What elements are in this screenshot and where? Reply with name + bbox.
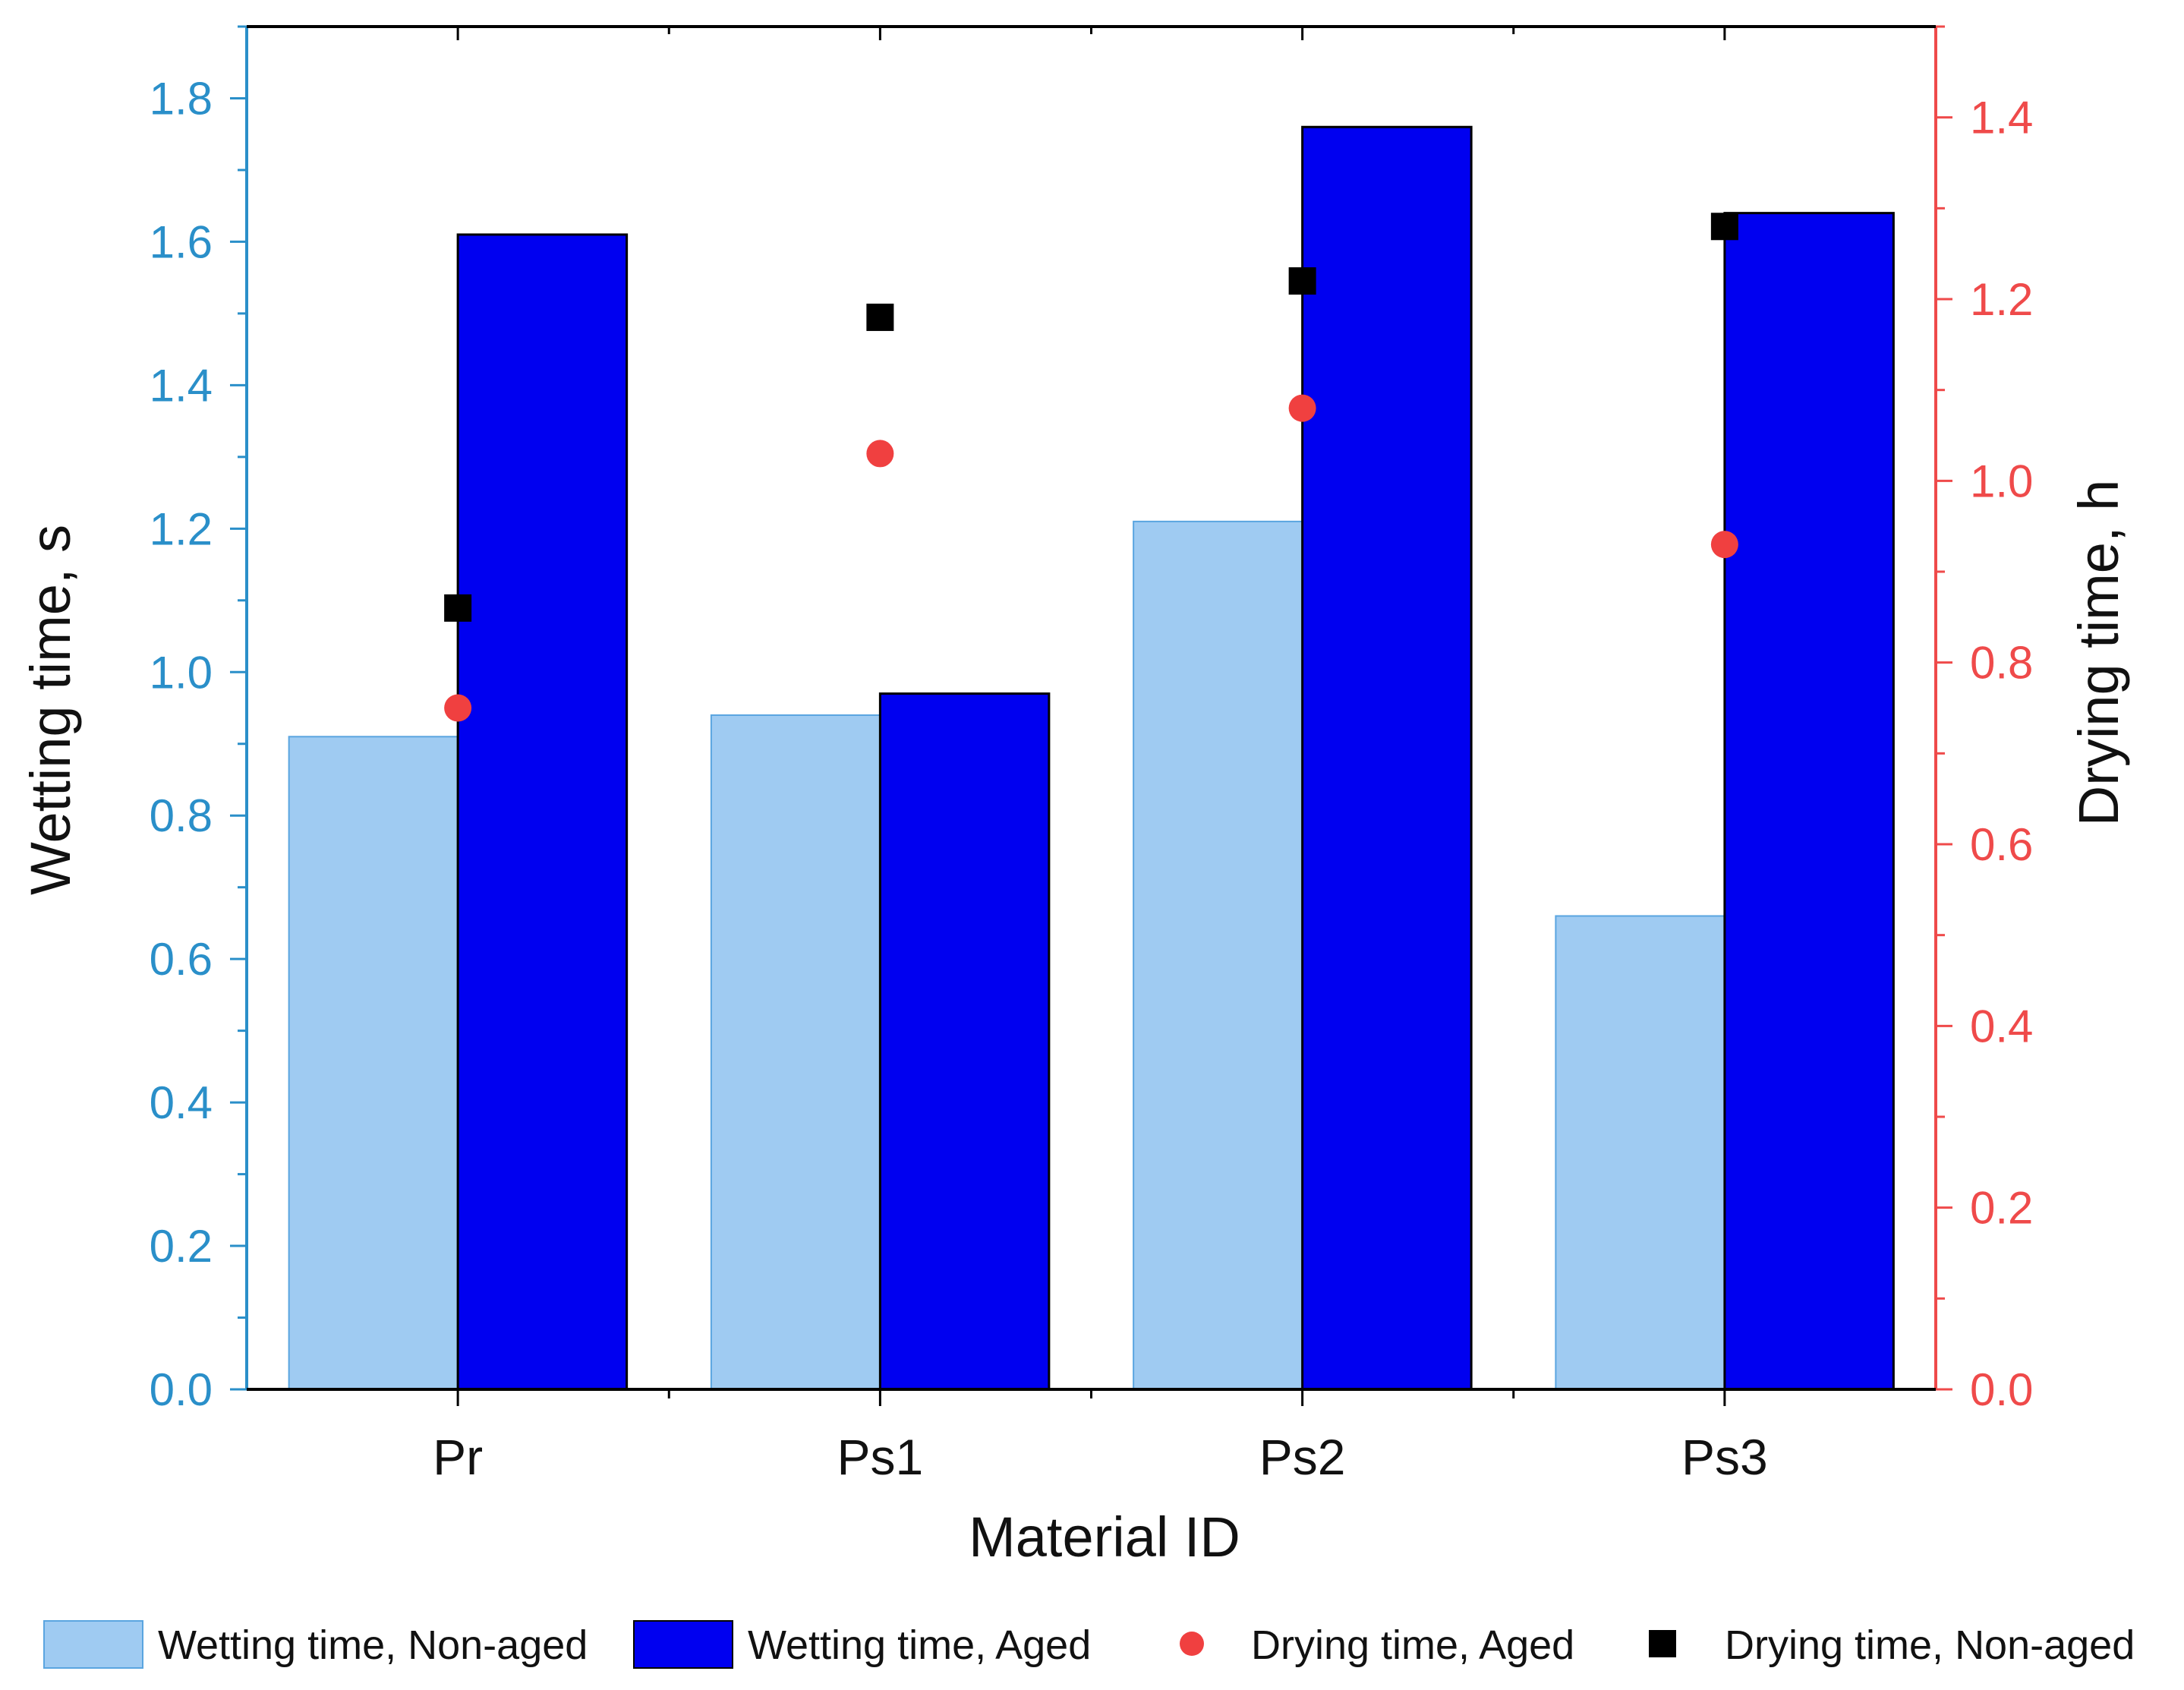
point-drying-time-aged-pr (444, 694, 472, 722)
legend-swatch-aged (633, 1620, 733, 1669)
legend-label-non-aged: Wetting time, Non-aged (158, 1622, 588, 1668)
y-right-tick-label: 0.2 (1970, 1183, 2033, 1234)
point-drying-time-aged-ps3 (1710, 531, 1738, 559)
bar-wetting-time-aged-ps3 (1723, 212, 1895, 1391)
y-right-tick-label: 1.4 (1970, 93, 2033, 143)
y-right-tick-label: 0.6 (1970, 819, 2033, 870)
point-drying-time-non-aged-ps1 (866, 303, 894, 331)
labels-layer: 0.0 0.2 0.4 0.6 0.8 1.0 1.2 1.4 1.6 1.8 0.0 0.2 0.4 0… (150, 73, 2034, 1485)
y-right-tick-label: 0.4 (1970, 1001, 2033, 1052)
point-drying-time-aged-ps1 (866, 440, 894, 468)
legend-label-drying-non-aged: Drying time, Non-aged (1725, 1622, 2135, 1668)
x-tick-label-ps2: Ps2 (1259, 1429, 1346, 1485)
y-left-tick-label: 1.0 (150, 647, 213, 698)
x-axis-title: Material ID (969, 1506, 1240, 1569)
legend-label-drying-aged: Drying time, Aged (1251, 1622, 1574, 1668)
y-left-tick-label: 1.8 (150, 73, 213, 124)
y-left-tick-label: 0.4 (150, 1077, 213, 1128)
bar-wetting-time-aged-ps1 (878, 692, 1051, 1391)
x-tick-label-ps3: Ps3 (1681, 1429, 1768, 1485)
legend-label-aged: Wetting time, Aged (748, 1622, 1091, 1668)
legend-marker-drying-non-aged (1649, 1630, 1676, 1657)
axes-layer (230, 25, 1952, 1406)
y-left-tick-label: 1.4 (150, 360, 213, 411)
bar-wetting-time-non-aged-ps3 (1555, 915, 1725, 1390)
legend-marker-drying-aged (1180, 1632, 1204, 1656)
y-right-tick-label: 0.8 (1970, 638, 2033, 689)
bar-wetting-time-non-aged-ps2 (1133, 520, 1303, 1390)
y-left-tick-label: 0.8 (150, 790, 213, 841)
legend: Wetting time, Non-aged Wetting time, Age… (43, 1620, 2135, 1669)
y-left-tick-label: 1.6 (150, 216, 213, 267)
y-axis-right-title: Drying time, h (2067, 480, 2130, 826)
y-left-tick-label: 1.2 (150, 503, 213, 554)
bar-wetting-time-aged-pr (456, 233, 629, 1391)
y-left-tick-label: 0.6 (150, 934, 213, 985)
bar-wetting-time-non-aged-ps1 (710, 714, 881, 1390)
x-tick-label-ps1: Ps1 (837, 1429, 924, 1485)
bar-wetting-time-non-aged-pr (288, 736, 459, 1390)
point-drying-time-non-aged-ps2 (1288, 267, 1316, 295)
x-tick-label-pr: Pr (433, 1429, 483, 1485)
point-drying-time-non-aged-pr (444, 594, 472, 622)
y-right-tick-label: 1.0 (1970, 456, 2033, 506)
bars-layer (288, 125, 1895, 1391)
legend-swatch-non-aged (43, 1620, 143, 1669)
y-right-tick-label: 0.0 (1970, 1364, 2033, 1415)
y-left-tick-label: 0.0 (150, 1364, 213, 1415)
point-drying-time-non-aged-ps3 (1710, 213, 1738, 241)
y-axis-left-title: Wetting time, s (19, 525, 82, 895)
bar-wetting-time-aged-ps2 (1301, 125, 1473, 1391)
y-left-tick-label: 0.2 (150, 1221, 213, 1272)
y-right-tick-label: 1.2 (1970, 274, 2033, 325)
point-drying-time-aged-ps2 (1288, 394, 1316, 422)
points-layer (444, 213, 1738, 722)
